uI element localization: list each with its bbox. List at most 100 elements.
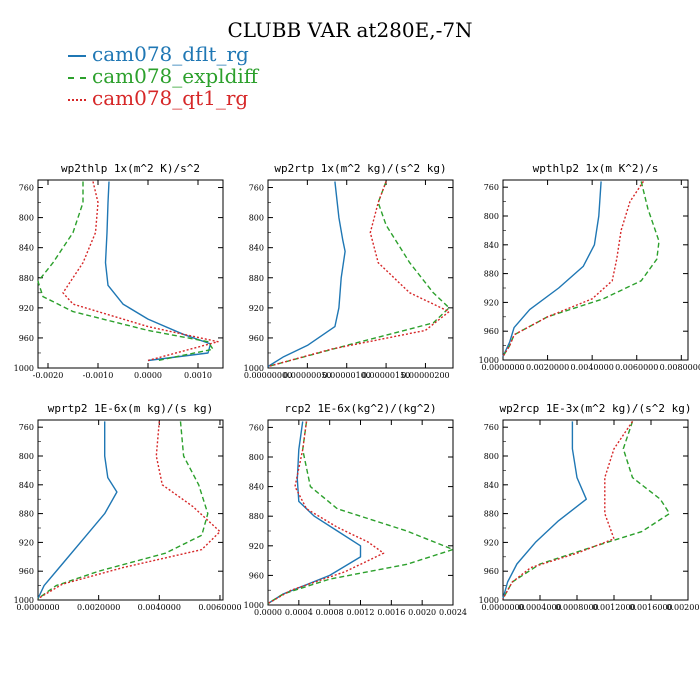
y-tick-label: 920 <box>484 538 499 547</box>
chart-title: wprtp2 1E-6x(m kg)/(s kg) <box>48 402 214 415</box>
x-tick-label: 0.0000 <box>254 608 282 617</box>
series-line-cam078_dflt_rg <box>502 421 587 599</box>
x-tick-label: 0.00000100 <box>323 371 371 380</box>
y-tick-label: 760 <box>249 423 264 432</box>
y-tick-label: 1000 <box>244 601 264 610</box>
series-line-cam078_qt1_rg <box>502 421 634 599</box>
x-tick-label: 0.0060000 <box>198 603 241 612</box>
x-tick-label: 0.0020 <box>408 608 436 617</box>
legend-label: cam078_qt1_rg <box>92 86 249 110</box>
y-tick-label: 1000 <box>14 596 34 605</box>
series-line-cam078_dflt_rg <box>502 181 602 357</box>
y-tick-label: 800 <box>249 453 264 462</box>
y-tick-label: 920 <box>19 538 34 547</box>
y-tick-label: 920 <box>484 298 499 307</box>
y-tick-label: 920 <box>249 542 264 551</box>
y-tick-label: 880 <box>249 274 264 283</box>
x-tick-label: 0.0060000 <box>615 363 658 372</box>
x-tick-label: 0.0020000 <box>666 603 700 612</box>
x-tick-label: 0.0012 <box>347 608 375 617</box>
y-tick-label: 880 <box>484 270 499 279</box>
y-tick-label: 960 <box>19 567 34 576</box>
y-tick-label: 800 <box>484 452 499 461</box>
y-tick-label: 1000 <box>244 364 264 373</box>
plot-frame <box>267 419 454 606</box>
series-line-cam078_expldiff <box>37 181 214 362</box>
legend-item-expldiff: cam078_expldiff <box>68 64 258 88</box>
y-tick-label: 800 <box>19 452 34 461</box>
y-tick-label: 800 <box>484 212 499 221</box>
plot-frame <box>37 179 224 369</box>
y-tick-label: 880 <box>19 510 34 519</box>
y-tick-label: 840 <box>249 244 264 253</box>
series-line-cam078_expldiff <box>267 181 450 368</box>
plot-frame <box>37 419 224 601</box>
y-tick-label: 880 <box>484 510 499 519</box>
y-tick-label: 840 <box>19 481 34 490</box>
chart-panel-3: wpthlp2 1x(m K^2)/s 760 800 840 880 920 960 100… <box>479 162 700 372</box>
legend-item-dflt: cam078_dflt_rg <box>68 42 249 66</box>
series-line-cam078_qt1_rg <box>502 181 644 357</box>
x-tick-label: 0.0020000 <box>526 363 569 372</box>
y-tick-label: 840 <box>484 241 499 250</box>
chart-panel-5: rcp2 1E-6x(kg^2)/(kg^2) 760 800 840 880 920 96… <box>244 402 467 617</box>
y-tick-label: 840 <box>19 244 34 253</box>
chart-panel-1: wp2thlp 1x(m^2 K)/s^2 760 800 840 880 920 960 1… <box>14 162 224 380</box>
series-line-cam078_qt1_rg <box>267 421 385 605</box>
y-tick-label: 1000 <box>479 596 499 605</box>
y-tick-label: 960 <box>19 334 34 343</box>
y-tick-label: 920 <box>19 304 34 313</box>
x-tick-label: 0.0040000 <box>571 363 614 372</box>
chart-panel-2: wp2rtp 1x(m^2 kg)/(s^2 kg) 760 800 840 880 92… <box>244 162 454 380</box>
y-tick-label: 1000 <box>479 356 499 365</box>
y-tick-label: 760 <box>249 184 264 193</box>
series-line-cam078_qt1_rg <box>267 181 450 368</box>
x-tick-label: 0.0012000 <box>592 603 635 612</box>
y-tick-label: 960 <box>484 567 499 576</box>
chart-title: wp2rtp 1x(m^2 kg)/(s^2 kg) <box>274 162 446 175</box>
x-tick-label: 0.0000000 <box>481 363 524 372</box>
y-tick-label: 800 <box>19 214 34 223</box>
series-line-cam078_dflt_rg <box>267 181 346 368</box>
x-tick-label: 0.0008 <box>316 608 344 617</box>
y-tick-label: 880 <box>249 512 264 521</box>
plot-frame <box>502 419 689 601</box>
x-tick-label: 0.0020000 <box>77 603 120 612</box>
x-tick-label: 0.0016 <box>377 608 405 617</box>
chart-title: wp2thlp 1x(m^2 K)/s^2 <box>61 162 200 175</box>
y-tick-label: 840 <box>484 481 499 490</box>
legend-item-qt1: cam078_qt1_rg <box>68 86 248 110</box>
x-tick-label: 0.0008000 <box>555 603 598 612</box>
y-tick-label: 800 <box>249 214 264 223</box>
figure-title: CLUBB VAR at280E,-7N <box>227 18 473 42</box>
x-tick-label: 0.0000000 <box>16 603 59 612</box>
x-tick-label: 0.0010 <box>184 371 212 380</box>
y-tick-label: 760 <box>19 184 34 193</box>
series-line-cam078_dflt_rg <box>104 181 212 362</box>
series-line-cam078_expldiff <box>267 421 454 605</box>
series-line-cam078_expldiff <box>502 421 671 599</box>
y-tick-label: 960 <box>249 334 264 343</box>
y-tick-label: 760 <box>19 423 34 432</box>
x-tick-label: 0.0040000 <box>138 603 181 612</box>
x-tick-label: 0.0000000 <box>481 603 524 612</box>
y-tick-label: 840 <box>249 483 264 492</box>
series-line-cam078_qt1_rg <box>37 421 221 600</box>
series-line-cam078_dflt_rg <box>37 421 118 599</box>
legend-label: cam078_expldiff <box>92 64 258 88</box>
x-tick-label: 0.0004000 <box>518 603 561 612</box>
legend-line-shortdash <box>68 98 86 101</box>
legend-line-longdash <box>68 76 86 79</box>
chart-panel-4: wprtp2 1E-6x(m kg)/(s kg) 760 800 840 880 920… <box>14 402 242 612</box>
y-tick-label: 760 <box>484 423 499 432</box>
y-tick-label: 760 <box>484 183 499 192</box>
x-tick-label: 0.0004 <box>285 608 313 617</box>
x-tick-label: -0.0010 <box>83 371 114 380</box>
x-tick-label: 0.0080000 <box>660 363 700 372</box>
x-tick-label: 0.00000050 <box>283 371 331 380</box>
y-tick-label: 960 <box>249 571 264 580</box>
x-tick-label: 0.00000200 <box>401 371 449 380</box>
legend-line-solid <box>68 54 86 57</box>
x-tick-label: 0.00000150 <box>362 371 410 380</box>
